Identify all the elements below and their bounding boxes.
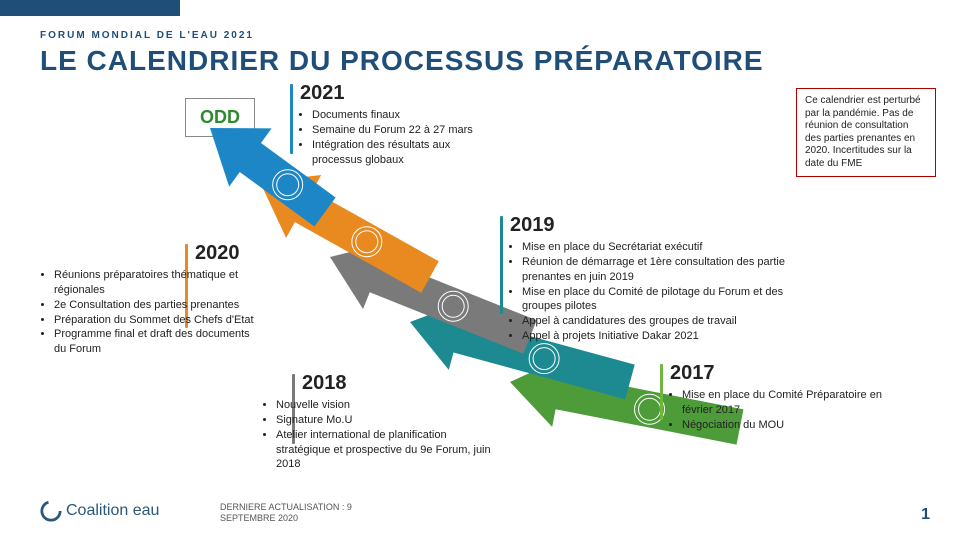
logo: Coalition eau	[40, 500, 159, 522]
year-item: Négociation du MOU	[682, 418, 898, 433]
page-title: LE CALENDRIER DU PROCESSUS PRÉPARATOIRE	[40, 45, 764, 77]
year-item: Semaine du Forum 22 à 27 mars	[312, 123, 498, 138]
year-item: Programme final et draft des documents d…	[54, 327, 260, 357]
year-item: Intégration des résultats aux processus …	[312, 138, 498, 168]
year-item: Documents finaux	[312, 108, 498, 123]
year-item: Réunions préparatoires thématique et rég…	[54, 268, 260, 298]
year-label: 2019	[510, 214, 555, 237]
year-item: Mise en place du Secrétariat exécutif	[522, 240, 808, 255]
year-items: Nouvelle visionSignature Mo.UAtelier int…	[262, 398, 492, 472]
year-item: Mise en place du Comité de pilotage du F…	[522, 285, 808, 315]
year-items: Mise en place du Comité Préparatoire en …	[668, 388, 898, 433]
year-item: Signature Mo.U	[276, 413, 492, 428]
year-item: Nouvelle vision	[276, 398, 492, 413]
header-tab	[0, 0, 180, 16]
footer-update: DERNIERE ACTUALISATION : 9 SEPTEMBRE 202…	[220, 502, 360, 524]
year-label: 2020	[195, 242, 240, 265]
year-item: 2e Consultation des parties prenantes	[54, 298, 260, 313]
year-item: Réunion de démarrage et 1ère consultatio…	[522, 255, 808, 285]
logo-icon	[40, 500, 62, 522]
year-items: Mise en place du Secrétariat exécutifRéu…	[508, 240, 808, 344]
year-items: Réunions préparatoires thématique et rég…	[40, 268, 260, 357]
year-label: 2021	[300, 82, 345, 105]
year-bracket	[290, 84, 293, 154]
year-label: 2018	[302, 372, 347, 395]
year-item: Atelier international de planification s…	[276, 428, 492, 473]
year-items: Documents finauxSemaine du Forum 22 à 27…	[298, 108, 498, 167]
supertitle: FORUM MONDIAL DE L'EAU 2021	[40, 30, 254, 41]
page-number: 1	[921, 506, 930, 524]
year-bracket	[500, 216, 503, 314]
year-item: Appel à projets Initiative Dakar 2021	[522, 329, 808, 344]
year-item: Préparation du Sommet des Chefs d'Etat	[54, 313, 260, 328]
logo-text: Coalition eau	[66, 502, 159, 520]
year-bracket	[660, 364, 663, 420]
year-item: Mise en place du Comité Préparatoire en …	[682, 388, 898, 418]
year-item: Appel à candidatures des groupes de trav…	[522, 314, 808, 329]
year-label: 2017	[670, 362, 715, 385]
